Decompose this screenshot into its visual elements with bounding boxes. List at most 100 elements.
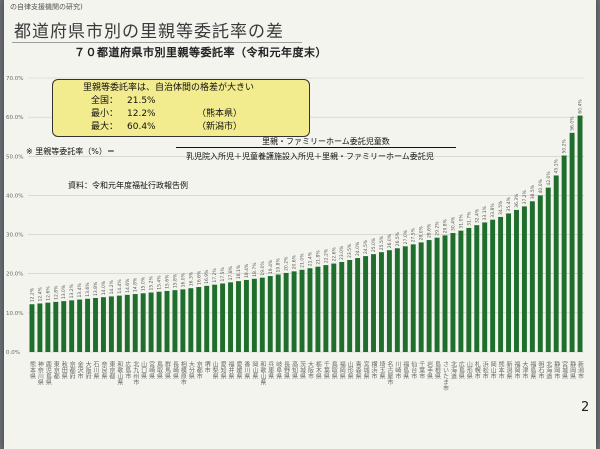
bar [77,299,83,352]
bar [331,263,337,352]
data-label: 12.8% [53,285,59,300]
data-label: 24.0% [355,241,361,256]
data-label: 12.2% [29,287,35,302]
x-tick-label: 仙台市 [410,360,417,380]
x-tick-label: 福井県 [227,360,234,380]
bar [386,250,392,352]
bar [490,219,496,352]
bar [426,240,432,352]
x-tick-label: 茨城県 [299,360,306,380]
bar [561,155,567,352]
x-tick-label: 静岡県 [569,360,576,380]
y-tick-label: 70.0% [6,76,23,82]
x-tick-label: 京都市 [195,360,202,380]
x-tick-label: 石川県 [92,361,99,380]
data-label: 13.0% [61,284,67,299]
x-tick-label: 岡山市 [489,361,496,380]
data-label: 14.2% [109,279,115,294]
x-tick-label: 宮城県 [561,360,568,380]
x-tick-label: 岩手県 [426,360,433,380]
x-tick-label: 明石市 [537,361,544,380]
bar [569,132,575,352]
bar [69,300,75,352]
bar [299,269,305,352]
data-label: 20.2% [284,256,290,271]
data-label: 35.4% [506,196,512,211]
data-label: 23.0% [339,245,345,260]
x-tick-label: 浜松市 [481,360,488,380]
data-label: 13.6% [85,282,91,297]
bar [172,290,178,352]
bar [434,237,440,352]
x-tick-label: 千葉県 [322,360,329,380]
data-label: 16.3% [188,271,194,286]
callout-value: 60.4% [127,122,156,132]
bar [521,206,527,352]
page-title: 都道府県市別の里親等委託率の差 [14,22,284,42]
bar [243,279,249,352]
x-tick-label: 福島県 [529,360,536,380]
bar [100,297,106,352]
data-label: 29.2% [435,221,441,236]
bar [474,225,480,352]
bar [506,213,512,352]
data-label: 22.2% [323,248,329,263]
chart-bars [29,115,583,352]
x-tick-label: 東京都 [108,360,115,380]
bar-chart: 0.0%10.0%20.0%30.0%40.0%50.0%60.0%70.0% … [6,76,584,392]
callout-row-min: 最小： 12.2% （熊本県） [91,108,242,120]
data-label: 24.5% [363,239,369,254]
data-label: 30.4% [450,216,456,231]
x-tick-label: さいたま市 [442,361,449,392]
x-tick-label: 新潟市 [577,360,584,380]
bar [442,235,448,352]
x-tick-label: 大津市 [521,360,528,380]
x-axis-labels: 熊本県 神奈川県 鹿児島県 東京都 秋田県 京都府 金沢市 大阪府 石川県 奈良県 東京都 和歌山県広… [28,360,583,392]
x-tick-label: 愛媛県 [235,360,242,380]
x-tick-label: 高知県 [291,360,298,380]
bar [275,274,281,352]
x-tick-label: 岐阜県 [275,360,282,380]
bar [553,175,559,352]
bar [291,271,297,352]
x-tick-label: 神奈川県 [36,360,43,386]
data-label: 14.0% [101,280,107,295]
bar [220,283,226,352]
bar [307,268,313,352]
x-tick-label: 熊本県 [28,360,35,380]
bar [315,266,321,352]
data-label: 25.5% [379,235,385,250]
data-label: 15.6% [165,274,171,289]
data-label: 19.0% [260,261,266,276]
data-label: 26.5% [395,231,401,246]
x-tick-label: 島根県 [434,360,441,380]
bar [93,297,98,352]
bar [363,256,369,352]
x-tick-label: 愛知県 [219,360,226,380]
y-tick-label: 50.0% [6,154,23,160]
y-tick-label: 0.0% [6,350,20,356]
callout-note: （熊本県） [197,109,243,119]
bar [339,261,345,352]
data-label: 20.6% [292,254,298,269]
callout-key: 最小： [91,109,119,119]
x-tick-label: 香川県 [243,360,250,380]
data-label: 40.0% [538,178,544,193]
x-tick-label: 兵庫県 [267,360,274,380]
x-tick-label: 名古屋市 [386,360,393,386]
data-label: 21.8% [315,250,321,265]
data-labels: 12.2% 12.4% 12.6% 12.8% 13.0% 13.2% 13.4% 13.6%… [29,99,583,303]
bar [371,254,376,352]
x-tick-label: 青森県 [354,360,361,380]
bar [402,246,408,352]
data-label: 12.6% [45,286,51,301]
bar [212,284,218,352]
data-label: 17.8% [228,265,234,280]
x-tick-label: 岡山県 [251,361,258,380]
bar [378,252,384,352]
data-label: 16.0% [180,272,186,287]
bar [116,295,122,352]
callout-key: 最大： [91,122,119,132]
bar [180,289,186,352]
x-tick-label: 和歌山県 [116,360,123,386]
